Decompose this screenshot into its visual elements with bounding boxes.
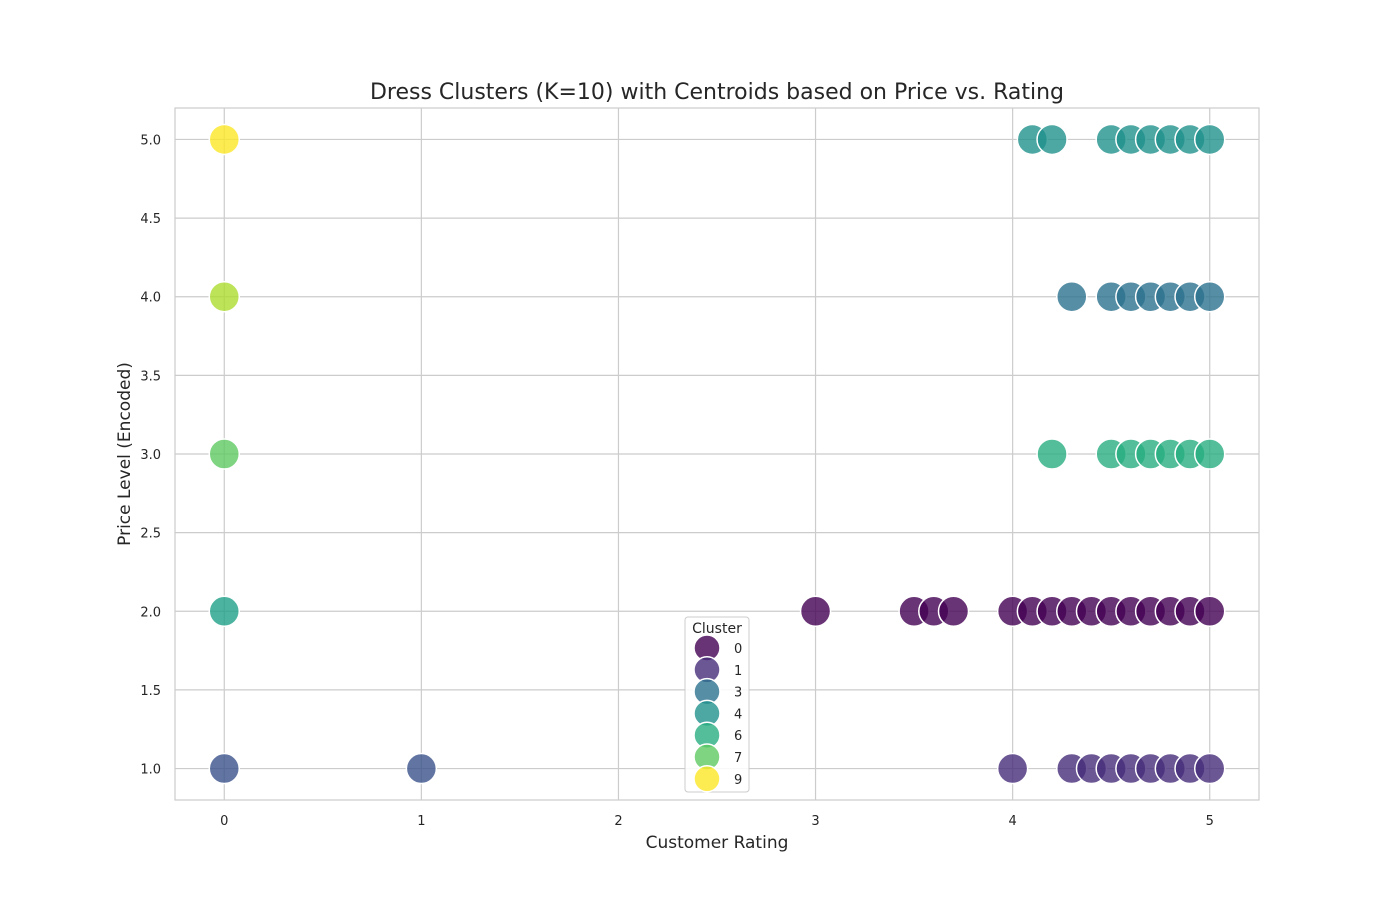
y-tick-labels: 1.0 1.5 2.0 2.5 3.0 3.5 4.0 4.5 5.0 <box>140 133 161 777</box>
x-tick-label: 5 <box>1206 814 1214 829</box>
y-tick-label: 1.0 <box>140 763 161 778</box>
data-point-cluster-2 <box>208 752 241 785</box>
x-tick-label: 0 <box>220 814 228 829</box>
legend-label: 6 <box>734 729 742 744</box>
legend-label: 4 <box>734 707 742 722</box>
legend-label: 7 <box>734 751 742 766</box>
y-tick-label: 2.5 <box>140 527 161 542</box>
y-tick-label: 3.5 <box>140 369 161 384</box>
legend-label: 1 <box>734 664 742 679</box>
data-point-cluster-3 <box>1056 280 1088 313</box>
y-axis-label: Price Level (Encoded) <box>115 362 135 546</box>
y-tick-label: 5.0 <box>140 133 161 148</box>
data-point-cluster-0 <box>937 595 970 628</box>
legend-label: 0 <box>734 642 742 657</box>
data-point-cluster-3 <box>1193 280 1226 313</box>
data-point-cluster-0 <box>799 595 832 628</box>
y-tick-label: 3.0 <box>140 448 161 463</box>
x-tick-label: 4 <box>1008 814 1016 829</box>
data-point-cluster-7 <box>208 438 241 470</box>
y-tick-label: 4.0 <box>140 291 161 306</box>
y-tick-label: 1.5 <box>140 684 161 699</box>
data-point-cluster-1 <box>996 752 1029 785</box>
legend-label: 9 <box>734 773 742 788</box>
data-point-cluster-0 <box>1193 595 1226 628</box>
legend-marker <box>693 765 721 793</box>
x-tick-label: 1 <box>417 814 425 829</box>
y-tick-label: 2.0 <box>140 605 161 620</box>
data-point-cluster-4 <box>1036 123 1068 156</box>
legend-label: 3 <box>734 686 742 701</box>
data-points <box>208 123 1226 785</box>
data-point-cluster-4 <box>1193 123 1226 156</box>
data-point-cluster-5 <box>208 595 241 628</box>
legend: Cluster 0 1 3 4 6 7 9 <box>684 616 750 793</box>
x-tick-label: 2 <box>614 814 622 829</box>
legend-entries: 0 1 3 4 6 7 9 <box>693 634 742 793</box>
data-point-cluster-8 <box>208 280 241 313</box>
x-axis-label: Customer Rating <box>646 833 789 853</box>
data-point-cluster-1 <box>1193 752 1226 785</box>
data-point-cluster-9 <box>208 123 241 156</box>
data-point-cluster-6 <box>1193 438 1226 470</box>
data-point-cluster-6 <box>1036 438 1068 470</box>
x-tick-labels: 0 1 2 3 4 5 <box>220 814 1214 829</box>
x-tick-label: 3 <box>811 814 819 829</box>
y-tick-label: 4.5 <box>140 212 161 227</box>
legend-title: Cluster <box>692 621 742 637</box>
data-point-cluster-2 <box>405 752 438 785</box>
chart-title: Dress Clusters (K=10) with Centroids bas… <box>370 80 1064 105</box>
